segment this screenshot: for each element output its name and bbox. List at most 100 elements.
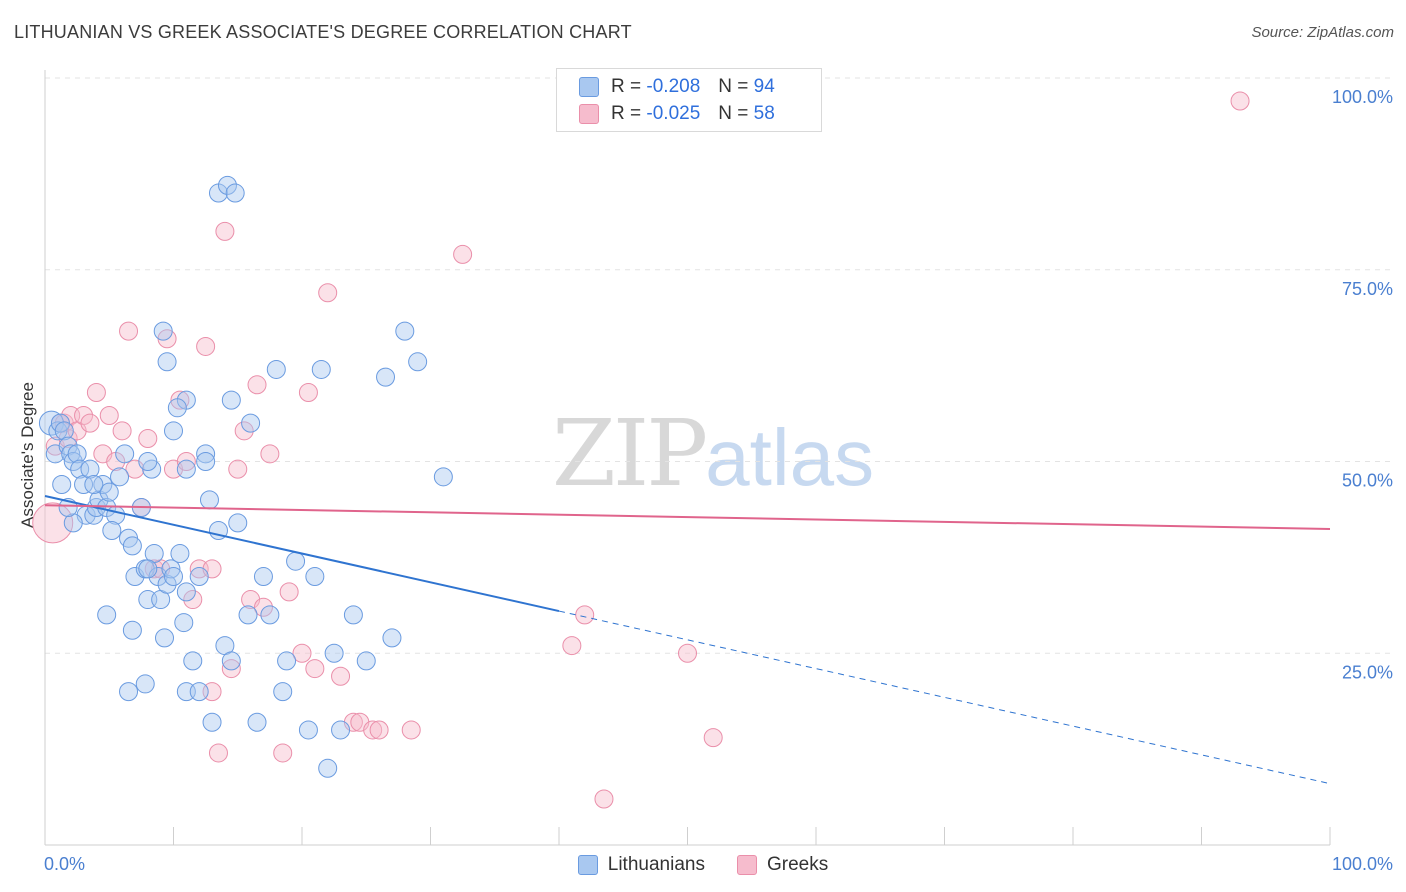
greeks-point [594,789,614,809]
lithuanians-point [241,413,261,433]
lithuanians-point [119,682,139,702]
greeks-point [215,221,235,241]
lithuanians-point [260,605,280,625]
lithuanians-point [305,567,325,587]
greeks-point [279,582,299,602]
chart-legend: Lithuanians Greeks [0,852,1406,878]
lithuanians-point [318,758,338,778]
n-value: 58 [753,103,775,124]
lithuanians-points [38,175,453,778]
lithuanians-point [196,444,216,464]
lithuanians-point [228,513,248,533]
legend-item-greeks[interactable]: Greeks [736,854,829,876]
y-tick-label: 100.0% [1332,87,1393,107]
greeks-point [208,743,228,763]
lithuanians-legend-swatch [577,855,598,875]
greeks-point [138,428,158,448]
lithuanians-point [343,605,363,625]
lithuanians-point [157,574,177,594]
lithuanians-point [174,613,194,633]
r-value: -0.208 [646,76,701,97]
y-tick-label: 75.0% [1342,279,1393,299]
lithuanians-point [167,398,187,418]
lithuanians-point [382,628,402,648]
lithuanians-point [183,651,203,671]
lithuanians-point [155,628,175,648]
lithuanians-swatch [579,77,599,97]
zipatlas-watermark: ZIPatlas [552,400,874,507]
greeks-point [221,659,241,679]
axes [44,70,1331,846]
greeks-point [183,590,203,610]
greeks-point [176,452,196,471]
lithuanians-point [135,674,155,694]
greeks-point [228,459,248,479]
lithuanians-point [153,321,173,341]
lithuanians-point [110,467,130,487]
lithuanians-point [164,421,183,441]
y-tick-label: 50.0% [1342,471,1393,491]
x-tick-label-min: 0.0% [44,854,85,874]
lithuanians-point [122,620,142,640]
lithuanians-point [433,467,453,487]
lithuanians-point [48,421,68,441]
lithuanians-point [52,475,72,495]
lithuanians-point [395,321,415,341]
lithuanians-point [199,490,219,510]
watermark-atlas: atlas [705,413,875,502]
r-value: -0.025 [646,103,701,124]
lithuanians-point [376,367,396,387]
trend-lines [44,495,1331,785]
greeks-point [305,659,325,679]
lithuanians-point [67,444,87,464]
lithuanians-point [356,651,376,671]
greeks-point [562,636,582,656]
lithuanians-point [221,390,241,410]
greeks-point [273,743,293,763]
greeks-point [32,502,74,544]
greeks-point [292,643,312,663]
lithuanians-point [70,459,90,479]
lithuanians-point [221,651,241,671]
legend-label-greeks: Greeks [766,854,829,875]
lithuanians-point [238,605,258,625]
n-label: N = [718,103,749,124]
greeks-point [247,375,267,395]
lithuanians-point [196,452,216,471]
greeks-point [575,605,595,625]
y-tick-label: 25.0% [1342,662,1393,682]
greeks-trend-line [44,504,1331,530]
chart-title: LITHUANIAN VS GREEK ASSOCIATE'S DEGREE C… [14,22,632,42]
lithuanians-point [102,521,122,541]
tick-labels: 25.0% 50.0% 75.0% 100.0% 0.0% 100.0% [44,87,1393,874]
lithuanians-point [331,720,351,740]
lithuanians-point [189,682,209,702]
lithuanians-point [157,352,177,372]
lithuanians-point [247,712,267,732]
n-label: N = [718,76,749,97]
lithuanians-point [63,513,83,533]
greeks-point [80,413,100,433]
greeks-points [32,68,1250,809]
greeks-point [401,720,421,740]
lithuanians-point [253,567,273,587]
lithuanians-point [122,536,142,556]
legend-item-lithuanians[interactable]: Lithuanians [577,854,705,876]
x-tick-label-max: 100.0% [1332,854,1393,874]
lithuanians-point [225,183,245,203]
r-label: R = [611,76,642,97]
lithuanians-point [164,567,183,587]
lithuanians-point [189,567,209,587]
greeks-swatch [579,104,599,124]
lithuanians-trend-extension [558,610,1331,785]
lithuanians-point [408,352,428,372]
greeks-point [331,666,351,686]
greeks-point [99,405,119,425]
greeks-point [369,720,389,740]
correlation-stats-box: R = -0.208 N = 94 R = -0.025 N = 58 [556,68,822,132]
lithuanians-point [80,459,100,479]
greeks-point [318,283,338,303]
lithuanians-point [61,444,81,464]
greeks-point [170,390,190,410]
lithuanians-point [298,720,318,740]
